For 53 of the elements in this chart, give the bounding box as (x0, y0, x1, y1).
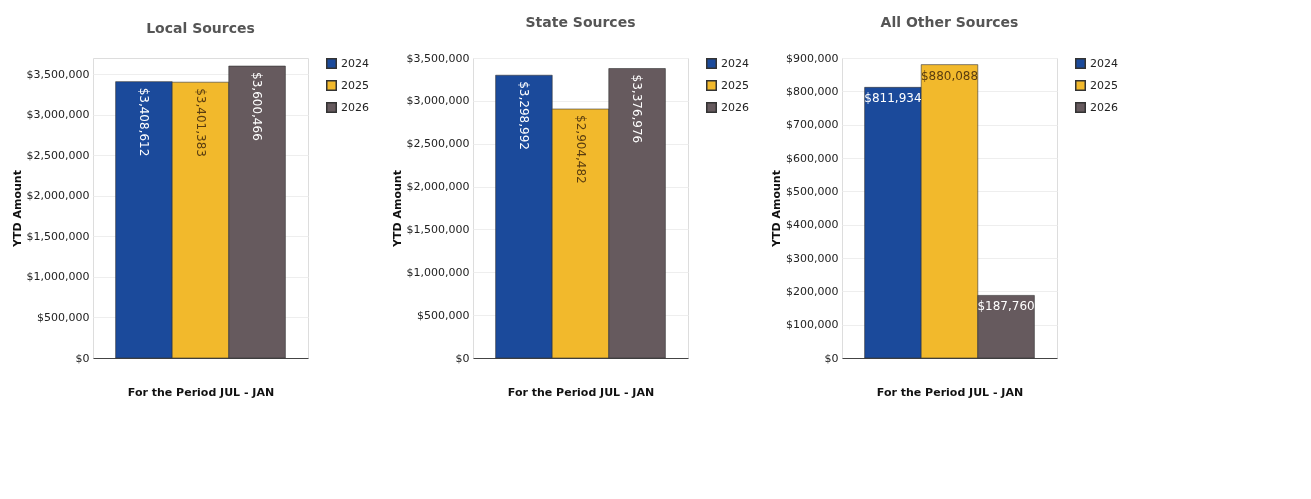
data-label: $3,376,976 (630, 74, 645, 144)
legend-label: 2025 (1090, 78, 1118, 92)
y-axis-title: YTD Amount (10, 170, 24, 248)
chart-title: Local Sources (146, 20, 255, 36)
x-axis-title: For the Period JUL - JAN (507, 385, 655, 399)
y-axis-title: YTD Amount (770, 170, 784, 248)
data-label: $3,298,992 (516, 81, 531, 150)
y-tick-label: $100,000 (786, 318, 839, 332)
x-axis-title: For the Period JUL - JAN (127, 385, 275, 399)
y-tick-label: $500,000 (417, 308, 470, 322)
y-tick-label: $3,000,000 (26, 108, 90, 122)
y-tick-label: $0 (75, 351, 90, 365)
x-axis-title: For the Period JUL - JAN (876, 385, 1024, 399)
y-tick-label: $2,000,000 (26, 189, 90, 203)
chart-title: All Other Sources (880, 14, 1019, 30)
y-tick-label: $2,000,000 (406, 180, 470, 194)
y-tick-label: $700,000 (786, 118, 839, 132)
legend-label: 2024 (721, 56, 749, 70)
y-tick-label: $0 (824, 351, 839, 365)
legend-label: 2025 (341, 78, 369, 92)
y-tick-label: $2,500,000 (406, 137, 470, 151)
y-tick-label: $500,000 (37, 310, 90, 324)
data-label: $880,088 (920, 68, 979, 83)
data-label: $811,934 (864, 91, 922, 106)
y-tick-label: $600,000 (786, 151, 839, 165)
y-tick-label: $900,000 (786, 51, 839, 65)
y-tick-label: $400,000 (786, 218, 839, 232)
legend-label: 2025 (721, 78, 749, 92)
data-label: $187,760 (977, 299, 1035, 314)
y-tick-label: $1,500,000 (406, 222, 470, 236)
data-label: $3,408,612 (136, 87, 151, 157)
y-tick-label: $1,000,000 (26, 270, 90, 284)
legend-label: 2024 (1090, 56, 1118, 70)
legend-label: 2026 (721, 100, 749, 114)
y-tick-label: $3,500,000 (406, 51, 470, 65)
y-axis-title: YTD Amount (390, 170, 404, 248)
y-tick-label: $500,000 (786, 184, 839, 198)
y-tick-label: $800,000 (786, 84, 839, 98)
y-tick-label: $200,000 (786, 284, 839, 298)
y-tick-label: $2,500,000 (26, 148, 90, 162)
y-tick-label: $300,000 (786, 251, 839, 265)
legend-label: 2026 (1090, 100, 1118, 114)
chart-title: State Sources (525, 14, 636, 30)
data-label: $3,600,466 (250, 72, 265, 141)
y-tick-label: $3,500,000 (26, 67, 90, 81)
legend-label: 2026 (341, 100, 369, 114)
data-label: $2,904,482 (573, 115, 588, 184)
y-tick-label: $1,000,000 (406, 265, 470, 279)
legend-label: 2024 (341, 56, 369, 70)
y-tick-label: $1,500,000 (26, 229, 90, 243)
y-tick-label: $3,000,000 (406, 94, 470, 108)
data-label: $3,401,383 (193, 88, 208, 157)
y-tick-label: $0 (455, 351, 470, 365)
